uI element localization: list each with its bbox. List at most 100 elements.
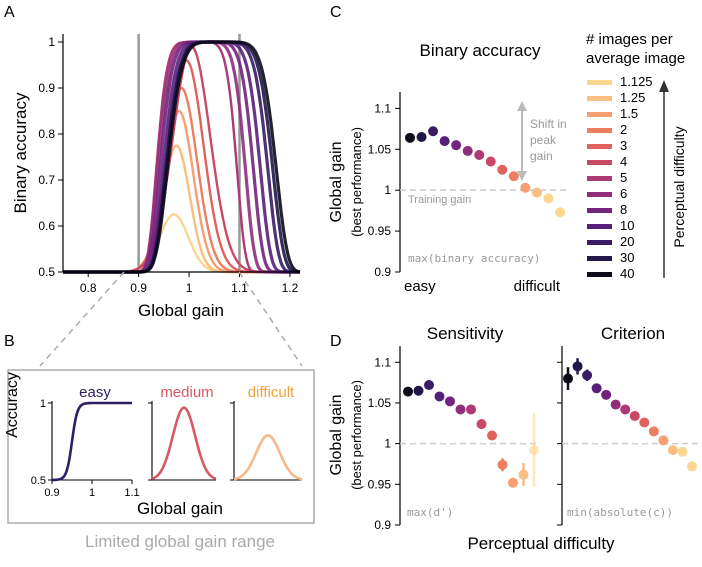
panel-a-y-tick-label: 1 [48, 35, 55, 49]
panel-c-reference-label: Training gain [408, 194, 471, 206]
legend-label-1.5: 1.5 [620, 106, 638, 121]
panel-d-point [424, 380, 434, 391]
legend-label-10: 10 [620, 218, 634, 233]
difficulty-arrow-head-icon [659, 80, 669, 92]
panel-c-point [416, 132, 427, 142]
panel-b-title-difficult: difficult [248, 384, 295, 401]
legend-swatch-20 [587, 240, 612, 245]
panel-c-plot: 0.9 0.95 1 1.05 1.1 Training gain Shift in peak… [368, 101, 568, 279]
panel-d-point [563, 373, 573, 384]
panel-d-point [434, 391, 445, 402]
panel-a-y-label: Binary accuracy [11, 92, 30, 213]
panel-c-point [462, 145, 473, 156]
panel-c-point [531, 187, 542, 198]
panel-d-point [403, 386, 413, 397]
panel-d-point [658, 435, 669, 446]
panel-c-y-label-2: (best performance) [349, 127, 364, 237]
panel-c-y-tick-label: 1.05 [368, 142, 392, 156]
panel-d-plot: 0.9 0.95 1 1.05 1.1 [368, 355, 700, 532]
panel-d-point [648, 426, 659, 437]
panel-d-point [445, 396, 455, 407]
panel-c-point [439, 136, 450, 147]
panel-b-curve-difficult [233, 433, 303, 481]
legend-swatch-1.5 [587, 112, 612, 117]
panel-d-point [687, 461, 697, 472]
legend-swatch-10 [587, 224, 612, 229]
panel-d-y-tick-label: 1.05 [368, 396, 392, 410]
legend-swatch-1.125 [587, 80, 612, 85]
panel-d-point [639, 417, 650, 428]
panel-a-x-tick-label: 0.9 [130, 281, 147, 295]
panel-label-a: A [4, 4, 15, 21]
panel-d-point [629, 410, 640, 421]
panel-c-point [543, 193, 554, 204]
panel-d-y-tick-label: 0.95 [368, 477, 392, 491]
legend-label-1.25: 1.25 [620, 90, 645, 105]
panel-d-y-tick-label: 1.1 [374, 355, 391, 369]
panel-b-curve-easy [51, 401, 132, 482]
panel-c-y-tick-label: 1 [384, 183, 391, 197]
panel-c-metric-label: max(binary accuracy) [408, 252, 540, 265]
panel-d-point [582, 370, 593, 381]
legend-label-5: 5 [620, 170, 627, 185]
legend-title-line-1: # images per [586, 31, 673, 48]
legend-swatch-8 [587, 208, 612, 213]
panel-b-x-tick-label: 1.1 [124, 487, 139, 499]
panel-d-title-sensitivity: Sensitivity [427, 324, 504, 343]
panel-b: Accuracy Global gain Limited global gain… [4, 369, 315, 551]
panel-c-point [474, 150, 485, 160]
panel-d-point [601, 389, 612, 400]
legend-swatch-4 [587, 160, 612, 165]
panel-d-y-label-2: (best performance) [349, 380, 364, 490]
panel-c-y-tick-label: 1.1 [374, 101, 391, 115]
panel-b-y-tick-label: 1 [40, 398, 46, 410]
panel-d-y-tick-label: 1 [384, 437, 391, 451]
legend-swatch-40 [587, 272, 612, 277]
legend-swatch-30 [587, 256, 612, 261]
panel-a-y-tick-label: 0.5 [38, 265, 55, 279]
panel-d-point [620, 404, 631, 415]
panel-c-title: Binary accuracy [420, 41, 541, 60]
panel-c-y-tick-label: 0.95 [368, 224, 392, 238]
panel-c-annotation-line: peak [530, 133, 557, 147]
panel-c-point [405, 132, 415, 143]
legend-label-1.125: 1.125 [620, 74, 653, 89]
panel-a-x-label: Global gain [138, 301, 224, 320]
panel-c-shift-arrow-down-icon [517, 171, 527, 181]
panel-label-c: C [330, 4, 342, 21]
legend-swatch-5 [587, 176, 612, 181]
panel-d-point [508, 477, 518, 488]
legend-label-6: 6 [620, 186, 627, 201]
panel-c-difficult-label: difficult [514, 278, 561, 295]
panel-a-y-tick-label: 0.6 [38, 219, 55, 233]
panel-b-x-label: Global gain [137, 499, 223, 518]
legend-label-20: 20 [620, 234, 634, 249]
difficulty-arrow-label: Perceptual difficulty [671, 126, 687, 247]
panel-d-point [466, 404, 476, 415]
panel-a-x-tick-label: 1.1 [231, 281, 248, 295]
legend-label-40: 40 [620, 266, 634, 281]
legend-label-4: 4 [620, 154, 627, 169]
panel-a-curves [62, 34, 301, 274]
panel-d-point [413, 385, 424, 396]
legend-title-line-2: average image [586, 50, 685, 67]
panel-d-y-label: Global gain [328, 395, 345, 476]
panel-d-point [518, 469, 529, 480]
panel-d-point [487, 430, 497, 441]
panel-c: Binary accuracy 0.9 0.95 1 1.05 1.1 Training … [328, 41, 568, 295]
panel-c-easy-label: easy [404, 278, 436, 295]
panel-c-point [451, 140, 462, 151]
panel-b-y-label: Accuracy [4, 372, 21, 438]
panel-d: Sensitivity Criterion 0.9 0.95 1 1.05 1.1 Gl… [328, 324, 700, 553]
legend-swatch-2 [587, 128, 612, 133]
panel-b-x-tick-label: 0.9 [44, 487, 59, 499]
panel-c-shift-arrow-up-icon [517, 101, 527, 111]
panel-c-point [497, 164, 508, 175]
panel-d-point [572, 361, 583, 372]
panel-label-d: D [330, 333, 342, 350]
panel-d-point [677, 446, 688, 457]
panel-b-frame [7, 369, 315, 524]
panel-c-point [520, 182, 531, 193]
